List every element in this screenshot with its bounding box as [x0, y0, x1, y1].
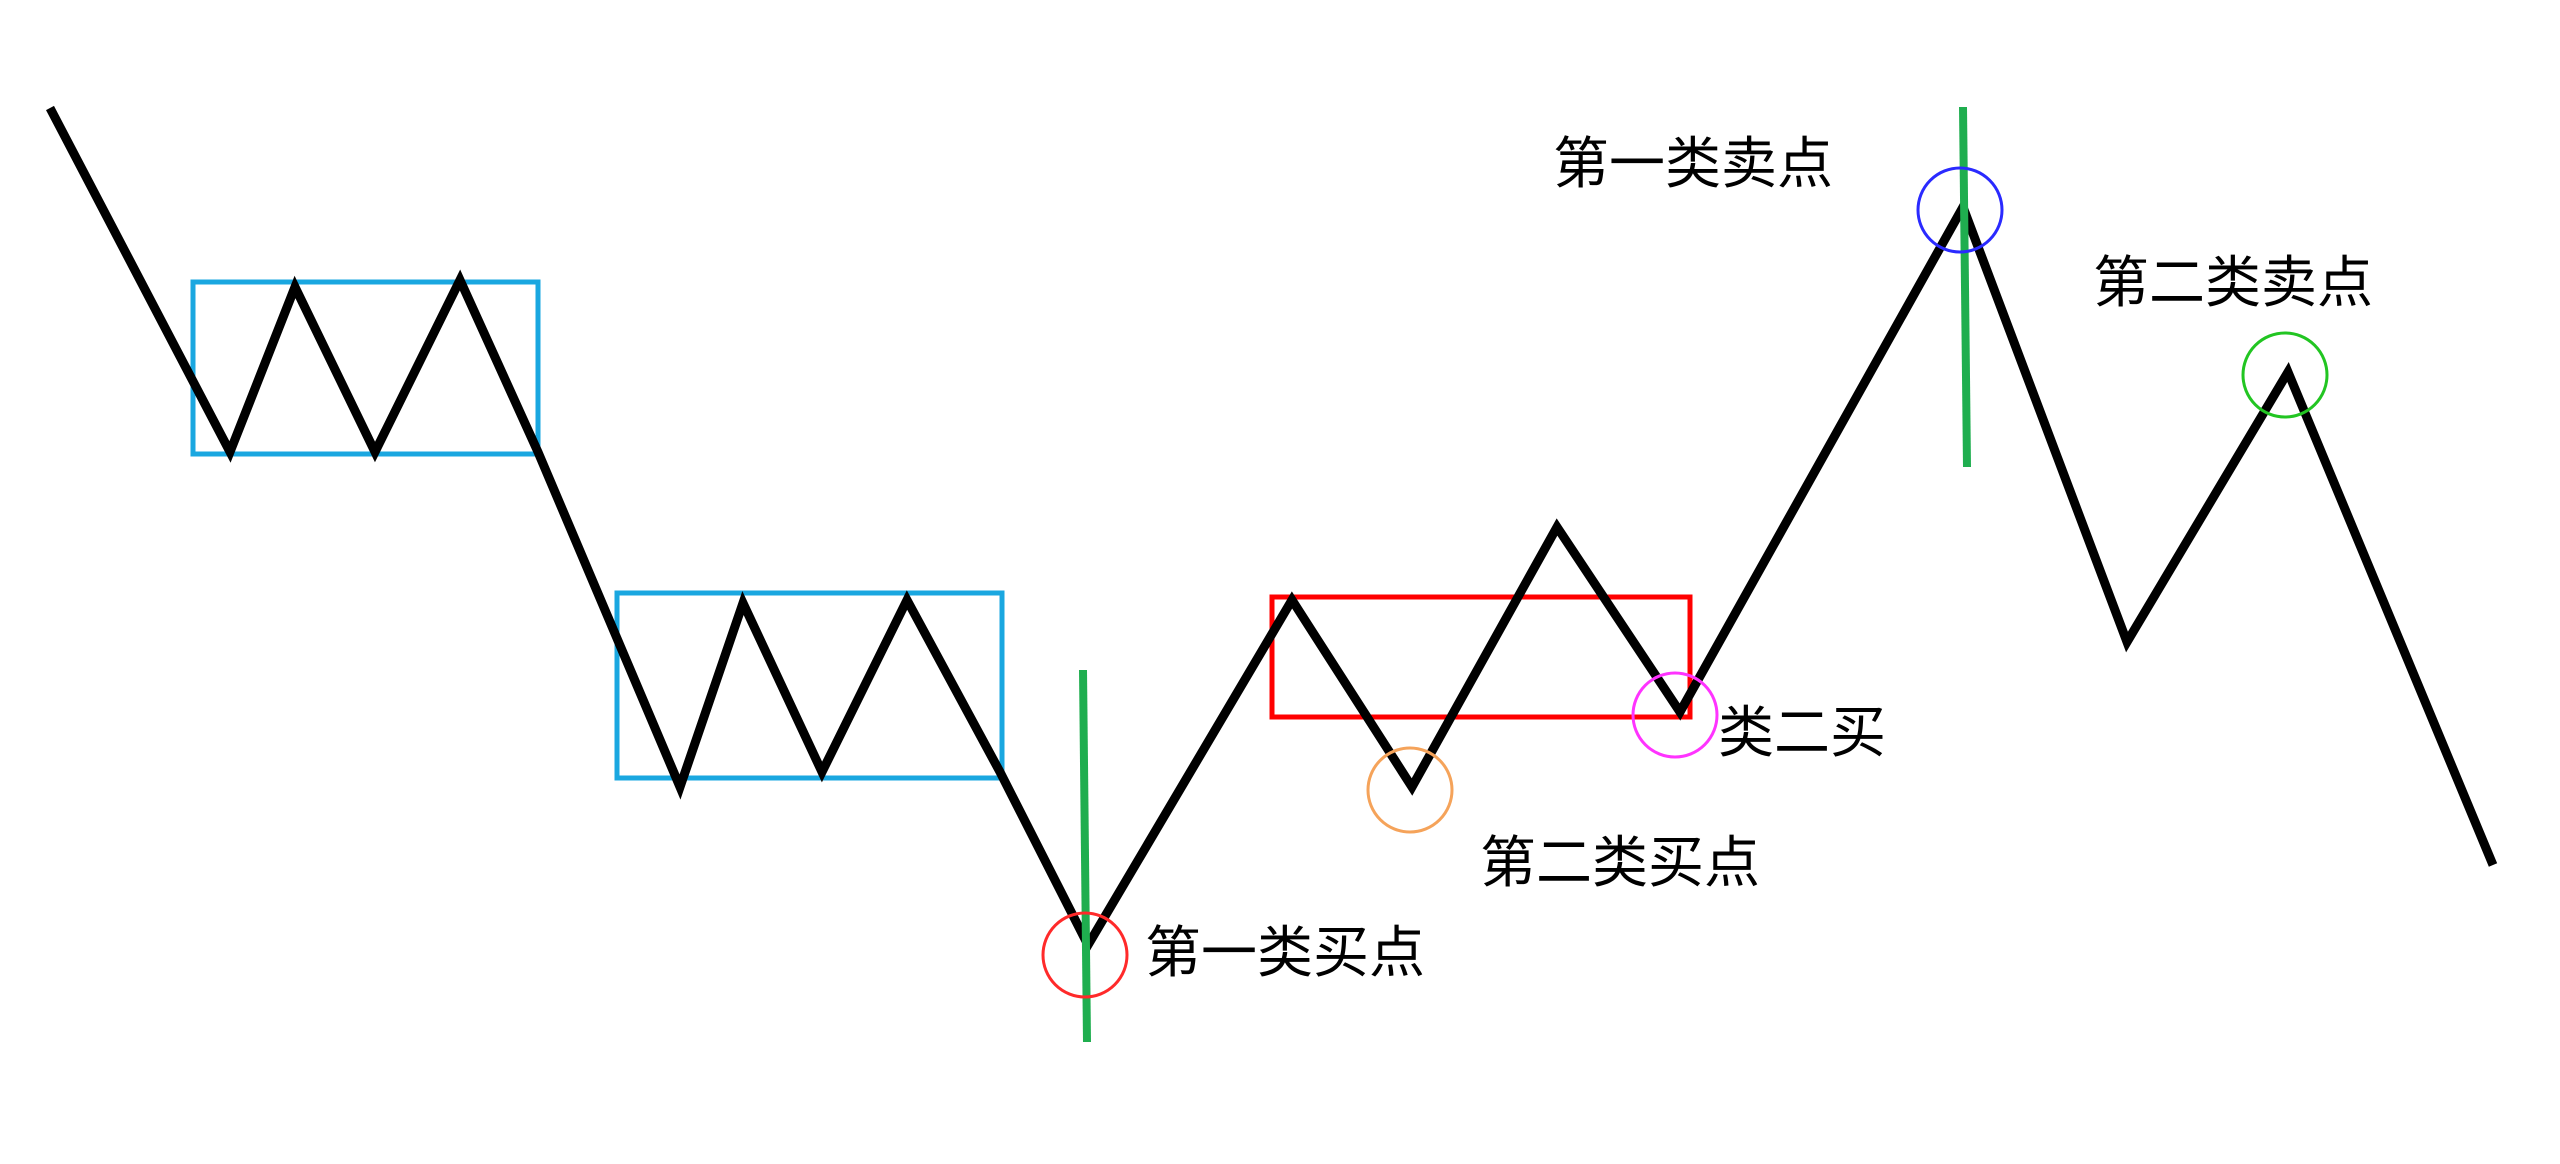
sell2-circle: [2241, 331, 2329, 419]
central-zone-2: [614, 590, 1005, 781]
buy2-label: 第二类买点: [1480, 831, 1760, 896]
sell1-circle: [1916, 166, 2004, 254]
buy1-circle: [1041, 911, 1129, 999]
sell2-label: 第二类卖点: [2093, 251, 2373, 316]
buy1-marker-line: [1079, 669, 1091, 1043]
quasi-buy2-circle: [1631, 671, 1719, 759]
buy1-label: 第一类买点: [1145, 921, 1425, 986]
sell1-marker-line: [1959, 106, 1971, 468]
quasi-buy2-label: 类二买: [1718, 701, 1886, 766]
price-line: [46, 105, 2498, 955]
buy2-circle: [1366, 746, 1454, 834]
sell1-label: 第一类卖点: [1553, 132, 1833, 197]
central-zone-1: [190, 279, 541, 457]
central-zone-3: [1269, 594, 1693, 720]
